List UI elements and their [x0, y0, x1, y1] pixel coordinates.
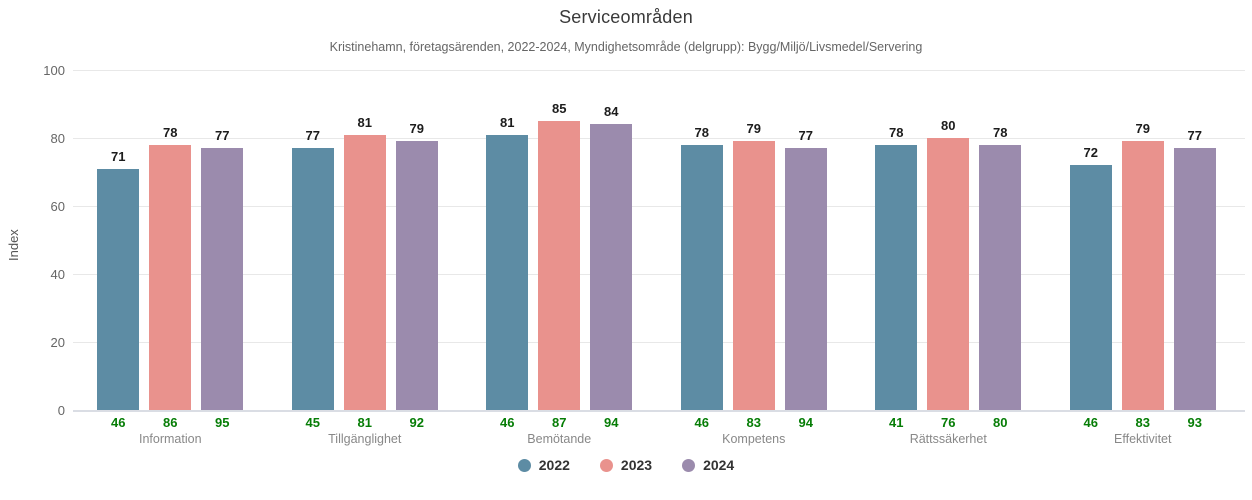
bar-value-label: 80 — [941, 118, 956, 133]
bar-value-label: 77 — [798, 128, 813, 144]
gridline — [73, 273, 1245, 275]
sample-count: 87 — [552, 415, 567, 430]
bar-2023-rättssäkerhet — [927, 138, 970, 410]
bar-2022-rättssäkerhet — [875, 144, 918, 410]
bar-value-label: 78 — [694, 124, 709, 140]
bar-value-label: 85 — [552, 101, 567, 116]
bar-value-label: 81 — [500, 114, 515, 130]
chart-subtitle: Kristinehamn, företagsärenden, 2022-2024… — [329, 40, 923, 54]
gridline — [73, 137, 1245, 139]
sample-count: 76 — [941, 415, 956, 430]
sample-count: 95 — [215, 415, 230, 430]
bar-value-label: 84 — [604, 104, 619, 120]
bar-2024-kompetens — [784, 148, 827, 410]
sample-count: 46 — [1083, 415, 1098, 430]
x-axis-line — [73, 410, 1245, 412]
bar-value-label: 79 — [746, 121, 761, 137]
sample-count: 45 — [305, 415, 320, 430]
sample-count: 83 — [1135, 415, 1150, 430]
bar-value-label: 77 — [305, 128, 320, 144]
legend-label: 2023 — [620, 457, 653, 473]
bar-2024-bemötande — [590, 124, 633, 410]
bar-2022-tillgänglighet — [291, 148, 334, 410]
y-tick-label: 40 — [50, 266, 65, 282]
y-tick-label: 80 — [50, 130, 65, 146]
bar-value-label: 79 — [409, 121, 424, 137]
legend-marker-icon — [517, 458, 531, 472]
bar-2022-bemötande — [486, 134, 529, 410]
bar-2023-tillgänglighet — [343, 134, 386, 410]
sample-count: 93 — [1187, 415, 1202, 430]
legend-item-2022[interactable]: 2022 — [517, 457, 570, 473]
bar-value-label: 81 — [357, 114, 372, 130]
y-tick-label: 100 — [43, 62, 65, 78]
category-label-rättssäkerhet: Rättssäkerhet — [909, 432, 987, 446]
bar-2024-information — [201, 148, 244, 410]
legend-label: 2022 — [538, 457, 570, 473]
sample-count: 46 — [111, 415, 126, 430]
category-label-bemötande: Bemötande — [527, 432, 592, 446]
sample-count: 86 — [163, 415, 178, 430]
y-tick-label: 20 — [50, 334, 65, 350]
sample-count: 92 — [409, 415, 424, 430]
gridline — [73, 205, 1245, 207]
sample-count: 46 — [500, 415, 515, 430]
bar-2024-rättssäkerhet — [979, 144, 1022, 410]
legend-item-2023[interactable]: 2023 — [599, 457, 653, 473]
legend-label: 2024 — [703, 457, 735, 473]
category-label-kompetens: Kompetens — [722, 432, 786, 446]
bar-value-label: 72 — [1083, 145, 1098, 161]
legend-item-2024[interactable]: 2024 — [682, 457, 734, 473]
bar-value-label: 78 — [993, 124, 1008, 140]
chart-title: Serviceområden — [559, 7, 693, 27]
bar-2022-kompetens — [680, 144, 723, 410]
sample-count: 94 — [798, 415, 813, 430]
legend-marker-icon — [682, 458, 696, 472]
category-label-effektivitet: Effektivitet — [1114, 432, 1172, 446]
gridline — [73, 69, 1245, 71]
bar-2023-bemötande — [538, 121, 581, 410]
sample-count: 83 — [746, 415, 761, 430]
bar-2024-tillgänglighet — [395, 141, 438, 410]
bar-2022-information — [97, 168, 140, 410]
bar-value-label: 79 — [1135, 121, 1150, 137]
bar-2024-effektivitet — [1173, 148, 1216, 410]
sample-count: 81 — [357, 415, 372, 430]
bar-value-label: 77 — [215, 128, 230, 144]
bar-value-label: 71 — [111, 148, 126, 164]
sample-count: 46 — [694, 415, 709, 430]
bar-2022-effektivitet — [1069, 165, 1112, 410]
bar-value-label: 78 — [163, 124, 178, 140]
category-label-information: Information — [138, 432, 202, 446]
category-label-tillgänglighet: Tillgänglighet — [328, 432, 402, 446]
sample-count: 41 — [889, 415, 904, 430]
sample-count: 80 — [993, 415, 1008, 430]
bar-2023-kompetens — [732, 141, 775, 410]
legend-marker-icon — [599, 458, 613, 472]
sample-count: 94 — [604, 415, 619, 430]
y-tick-label: 0 — [57, 402, 65, 418]
bar-value-label: 78 — [889, 124, 904, 140]
bar-value-label: 77 — [1187, 128, 1202, 144]
bar-2023-effektivitet — [1121, 141, 1164, 410]
gridline — [73, 341, 1245, 343]
y-tick-label: 60 — [50, 198, 65, 214]
legend: 2022 2023 2024 — [0, 457, 1252, 473]
bar-2023-information — [149, 144, 192, 410]
